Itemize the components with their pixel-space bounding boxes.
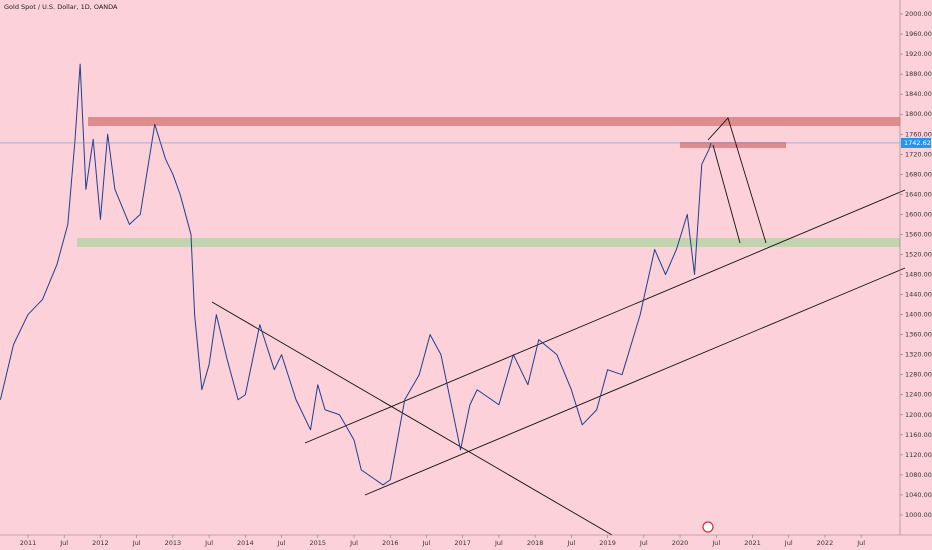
x-tick-label: Jul (784, 539, 793, 547)
x-tick-label: Jul (639, 539, 648, 547)
y-tick-label: 1560.000 (905, 230, 932, 238)
y-tick-label: 1080.000 (905, 471, 932, 479)
y-tick-label: 1280.000 (905, 371, 932, 379)
y-tick-label: 1040.000 (905, 491, 932, 499)
x-tick-label: 2015 (310, 539, 327, 547)
x-tick-label: Jul (59, 539, 68, 547)
x-tick-label: 2017 (454, 539, 471, 547)
x-tick-label: Jul (277, 539, 286, 547)
y-tick-label: 1960.000 (905, 30, 932, 38)
x-tick-label: Jul (422, 539, 431, 547)
y-tick-label: 1160.000 (905, 431, 932, 439)
x-tick-label: 2016 (382, 539, 399, 547)
x-tick-label: Jul (856, 539, 865, 547)
price-line (0, 63, 712, 486)
x-tick-label: Jul (132, 539, 141, 547)
x-tick-label: 2018 (527, 539, 544, 547)
projection-path (707, 117, 767, 244)
y-tick-label: 1840.000 (905, 90, 932, 98)
x-tick-label: Jul (204, 539, 213, 547)
y-tick-label: 1680.000 (905, 170, 932, 178)
y-tick-label: 1120.000 (905, 451, 932, 459)
x-tick-label: Jul (566, 539, 575, 547)
projection-path (712, 144, 741, 244)
y-tick-label: 1520.000 (905, 250, 932, 258)
x-tick-label: 2020 (672, 539, 689, 547)
target-zone (680, 142, 786, 148)
chart-title: Gold Spot / U.S. Dollar, 1D, OANDA (4, 3, 118, 11)
trend-line (211, 301, 613, 536)
y-tick-label: 1600.000 (905, 210, 932, 218)
y-tick-label: 1440.000 (905, 291, 932, 299)
x-tick-label: 2011 (20, 539, 37, 547)
y-tick-label: 1720.000 (905, 150, 932, 158)
y-tick-label: 1880.000 (905, 70, 932, 78)
y-tick-label: 1360.000 (905, 331, 932, 339)
x-tick-label: Jul (349, 539, 358, 547)
last-price-label: 1742.624 (904, 139, 932, 147)
x-tick-label: 2019 (599, 539, 616, 547)
x-tick-label: Jul (494, 539, 503, 547)
y-tick-label: 1480.000 (905, 271, 932, 279)
last-price-box (901, 137, 931, 148)
x-tick-label: 2012 (92, 539, 109, 547)
y-tick-label: 1800.000 (905, 110, 932, 118)
support-zone (77, 238, 900, 247)
logo (702, 521, 714, 533)
x-tick-label: 2013 (165, 539, 182, 547)
x-tick-label: 2022 (817, 539, 834, 547)
y-tick-label: 1920.000 (905, 50, 932, 58)
y-tick-label: 1760.000 (905, 130, 932, 138)
channel-lower (364, 267, 906, 496)
x-tick-label: 2021 (744, 539, 761, 547)
x-tick-label: Jul (711, 539, 720, 547)
y-tick-label: 2000.000 (905, 10, 932, 18)
x-tick-label: 2014 (237, 539, 254, 547)
y-tick-label: 1400.000 (905, 311, 932, 319)
y-tick-label: 1200.000 (905, 411, 932, 419)
y-tick-label: 1320.000 (905, 351, 932, 359)
y-tick-label: 1000.000 (905, 511, 932, 519)
resistance-zone (88, 117, 900, 126)
y-tick-label: 1640.000 (905, 190, 932, 198)
y-tick-label: 1240.000 (905, 391, 932, 399)
